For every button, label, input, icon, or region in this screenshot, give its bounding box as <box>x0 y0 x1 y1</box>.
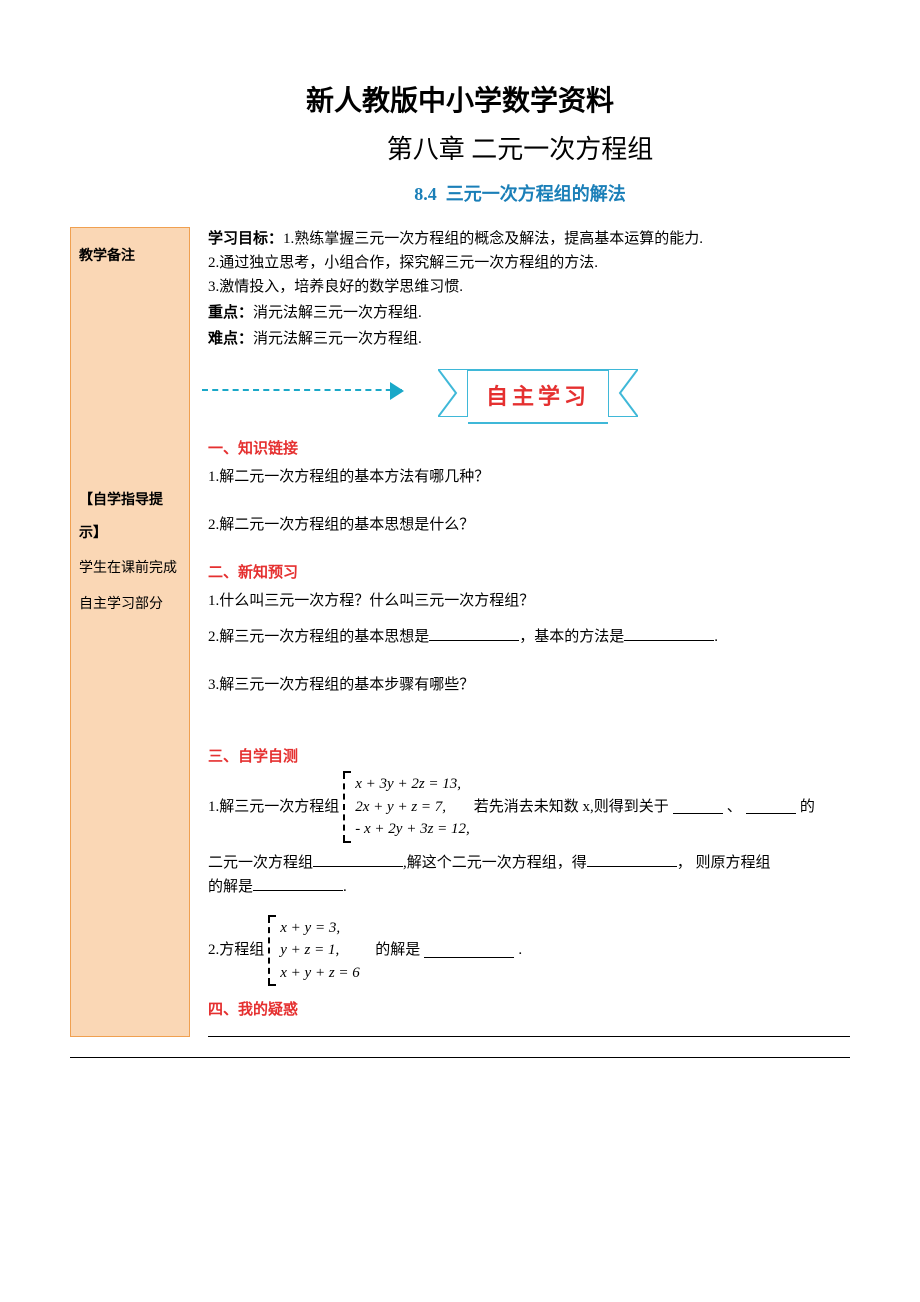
difficulty-label: 难点： <box>208 331 253 347</box>
blank-fill <box>253 876 343 891</box>
write-line <box>208 1036 850 1037</box>
equation-system-1: x + 3y + 2z = 13, 2x + y + z = 7, - x + … <box>343 773 470 841</box>
sec2-q2-part-c: . <box>714 629 718 645</box>
blank-fill <box>424 943 514 958</box>
sec3-p1-mid3: 的 <box>800 795 815 819</box>
objectives-line-1: 学习目标：1.熟练掌握三元一次方程组的概念及解法，提高基本运算的能力. <box>208 227 850 251</box>
sidebar-note-header: 教学备注 <box>79 240 181 274</box>
section-2-question-2: 2.解三元一次方程组的基本思想是 ，基本的方法是. <box>208 625 850 649</box>
eq1-line1: x + 3y + 2z = 13, <box>355 773 470 796</box>
difficulty-text: 消元法解三元一次方程组. <box>253 331 422 347</box>
sec3-p2-tail: 的解是 <box>375 938 420 962</box>
two-column-layout: 教学备注 【自学指导提示】 学生在课前完成自主学习部分 学习目标：1.熟练掌握三… <box>70 227 850 1037</box>
sec3-p2-end: . <box>518 938 522 962</box>
objectives-block: 学习目标：1.熟练掌握三元一次方程组的概念及解法，提高基本运算的能力. 2.通过… <box>208 227 850 351</box>
arrow-icon <box>202 389 402 391</box>
blank-fill <box>673 799 723 814</box>
sec3-p1-cont4: 的解是 <box>208 879 253 895</box>
section-3-problem-2: 2.方程组 x + y = 3, y + z = 1, x + y + z = … <box>208 917 850 985</box>
main-content: 学习目标：1.熟练掌握三元一次方程组的概念及解法，提高基本运算的能力. 2.通过… <box>190 227 850 1037</box>
sec3-p1-cont5: . <box>343 879 347 895</box>
sidebar-guide-body: 学生在课前完成自主学习部分 <box>79 551 181 624</box>
eq1-line3: - x + 2y + 3z = 12, <box>355 818 470 841</box>
sec2-q2-part-a: 2.解三元一次方程组的基本思想是 <box>208 629 429 645</box>
blank-fill <box>624 626 714 641</box>
chapter-title: 第八章 二元一次方程组 <box>70 129 850 171</box>
section-1-question-2: 2.解二元一次方程组的基本思想是什么？ <box>208 513 850 537</box>
sec2-q2-part-b: ，基本的方法是 <box>519 629 624 645</box>
section-number-title: 8.4 三元一次方程组的解法 <box>70 180 850 209</box>
objective-3: 3.激情投入，培养良好的数学思维习惯. <box>208 275 850 299</box>
blank-fill <box>587 852 677 867</box>
sec3-p2-lead: 2.方程组 <box>208 938 264 962</box>
eq1-line2: 2x + y + z = 7, <box>355 796 470 819</box>
blank-fill <box>313 852 403 867</box>
objective-2: 2.通过独立思考，小组合作，探究解三元一次方程组的方法. <box>208 251 850 275</box>
objective-1: 1.熟练掌握三元一次方程组的概念及解法，提高基本运算的能力. <box>283 231 703 247</box>
section-1-heading: 一、知识链接 <box>208 437 850 461</box>
section-2-question-1: 1.什么叫三元一次方程？什么叫三元一次方程组？ <box>208 589 850 613</box>
banner-row: 自主学习 <box>208 369 850 423</box>
keypoint-line: 重点：消元法解三元一次方程组. <box>208 301 850 325</box>
section-3-heading: 三、自学自测 <box>208 745 850 769</box>
sec3-p1-cont3: ， 则原方程组 <box>677 855 771 871</box>
section-1-question-1: 1.解二元一次方程组的基本方法有哪几种？ <box>208 465 850 489</box>
ribbon-right-icon <box>608 369 638 424</box>
sec3-p1-mid2: 、 <box>727 795 742 819</box>
eq2-line2: y + z = 1, <box>280 939 360 962</box>
brace-icon <box>268 917 276 985</box>
section-4-heading: 四、我的疑惑 <box>208 998 850 1022</box>
main-title: 新人教版中小学数学资料 <box>70 80 850 125</box>
eq2-line3: x + y + z = 6 <box>280 962 360 985</box>
banner-ribbon: 自主学习 <box>438 369 638 424</box>
section-2-question-3: 3.解三元一次方程组的基本步骤有哪些？ <box>208 673 850 697</box>
sec3-p1-cont2: ,解这个二元一次方程组，得 <box>403 855 587 871</box>
keypoint-text: 消元法解三元一次方程组. <box>253 305 422 321</box>
section-number: 8.4 <box>414 184 437 204</box>
write-line <box>70 1057 850 1058</box>
blank-fill <box>746 799 796 814</box>
keypoint-label: 重点： <box>208 305 253 321</box>
sec3-p1-mid1: 若先消去未知数 x,则得到关于 <box>474 795 669 819</box>
eq2-line1: x + y = 3, <box>280 917 360 940</box>
sec3-p1-cont1: 二元一次方程组 <box>208 855 313 871</box>
sidebar-guide-header: 【自学指导提示】 <box>79 484 181 551</box>
section-3-problem-1: 1.解三元一次方程组 x + 3y + 2z = 13, 2x + y + z … <box>208 773 850 841</box>
section-2-heading: 二、新知预习 <box>208 561 850 585</box>
blank-fill <box>429 626 519 641</box>
section-title: 三元一次方程组的解法 <box>446 184 626 204</box>
banner-text: 自主学习 <box>468 369 608 424</box>
equation-system-2: x + y = 3, y + z = 1, x + y + z = 6 <box>268 917 360 985</box>
ribbon-left-icon <box>438 369 468 424</box>
sec3-p1-lead: 1.解三元一次方程组 <box>208 795 339 819</box>
objectives-label: 学习目标： <box>208 231 283 247</box>
difficulty-line: 难点：消元法解三元一次方程组. <box>208 327 850 351</box>
section-3-problem-1-cont: 二元一次方程组 ,解这个二元一次方程组，得 ， 则原方程组 的解是. <box>208 851 850 899</box>
sidebar-notes: 教学备注 【自学指导提示】 学生在课前完成自主学习部分 <box>70 227 190 1037</box>
document-page: 新人教版中小学数学资料 第八章 二元一次方程组 8.4 三元一次方程组的解法 教… <box>0 0 920 1098</box>
brace-icon <box>343 773 351 841</box>
